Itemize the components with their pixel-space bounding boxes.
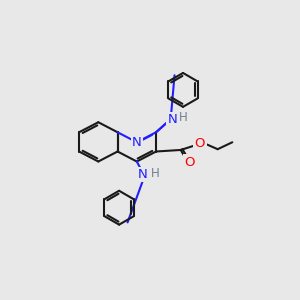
Text: N: N	[167, 113, 177, 126]
Text: N: N	[138, 168, 148, 181]
Text: H: H	[178, 111, 187, 124]
Text: O: O	[184, 156, 194, 169]
Text: N: N	[132, 136, 142, 149]
Text: O: O	[195, 137, 205, 150]
Text: H: H	[151, 167, 159, 180]
